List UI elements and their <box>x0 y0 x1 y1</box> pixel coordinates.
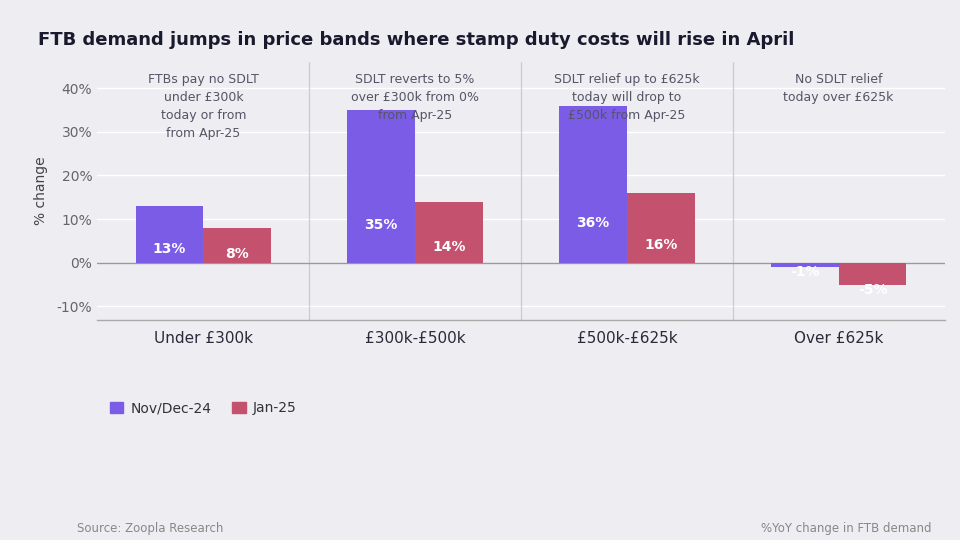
Bar <box>627 193 695 263</box>
Text: Source: Zoopla Research: Source: Zoopla Research <box>77 522 223 535</box>
Text: FTB demand jumps in price bands where stamp duty costs will rise in April: FTB demand jumps in price bands where st… <box>37 31 794 49</box>
Text: -5%: -5% <box>858 283 887 297</box>
Text: -1%: -1% <box>790 265 820 279</box>
Legend: Nov/Dec-24, Jan-25: Nov/Dec-24, Jan-25 <box>104 396 302 421</box>
Text: %YoY change in FTB demand: %YoY change in FTB demand <box>760 522 931 535</box>
Bar <box>771 263 839 267</box>
Bar <box>135 206 204 263</box>
Text: 13%: 13% <box>153 241 186 255</box>
Text: FTBs pay no SDLT
under £300k
today or from
from Apr-25: FTBs pay no SDLT under £300k today or fr… <box>148 73 259 140</box>
Bar <box>415 201 483 263</box>
Bar <box>559 105 627 263</box>
Bar <box>839 263 906 285</box>
Text: 14%: 14% <box>432 240 466 254</box>
Text: No SDLT relief
today over £625k: No SDLT relief today over £625k <box>783 73 894 104</box>
Text: 35%: 35% <box>365 218 398 232</box>
Bar <box>348 110 415 263</box>
Text: 36%: 36% <box>576 217 610 231</box>
Text: 8%: 8% <box>226 247 249 261</box>
Y-axis label: % change: % change <box>35 157 48 225</box>
Text: SDLT reverts to 5%
over £300k from 0%
from Apr-25: SDLT reverts to 5% over £300k from 0% fr… <box>351 73 479 122</box>
Text: SDLT relief up to £625k
today will drop to
£500k from Apr-25: SDLT relief up to £625k today will drop … <box>554 73 700 122</box>
Text: 16%: 16% <box>644 238 678 252</box>
Bar <box>204 228 271 263</box>
